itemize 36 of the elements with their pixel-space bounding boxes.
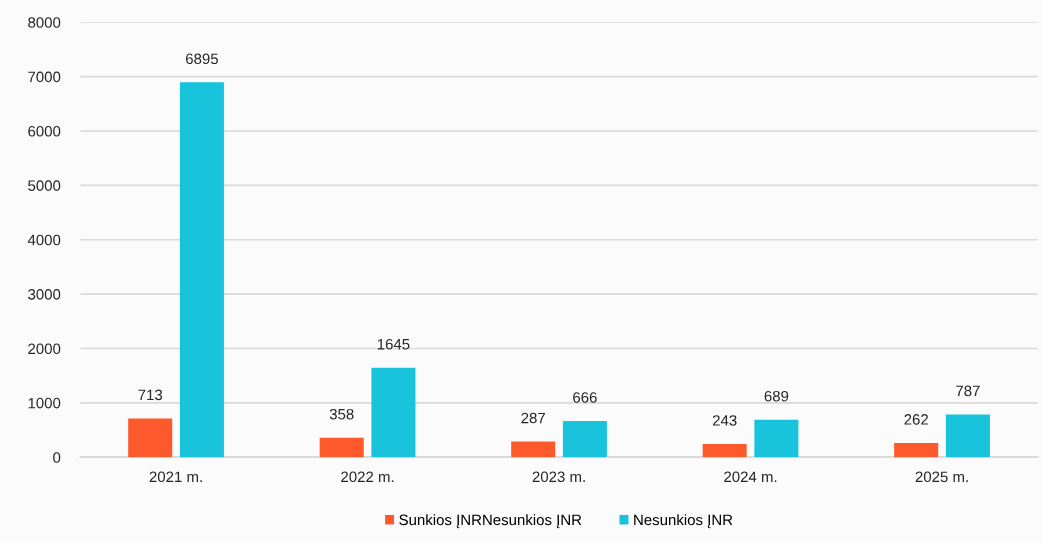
data-label: 243: [712, 415, 737, 426]
legend-label: Nesunkios ĮNR: [634, 514, 733, 529]
data-label: 713: [138, 389, 163, 401]
bar: [511, 441, 556, 458]
y-tick-label: 2000: [28, 343, 61, 355]
y-tick-label: 1000: [28, 397, 61, 409]
data-label: 262: [904, 414, 928, 425]
data-label: 666: [573, 392, 597, 403]
bar: [562, 421, 607, 458]
bar: [754, 419, 799, 458]
data-label: 287: [521, 412, 545, 424]
bar: [179, 82, 224, 458]
bar: [371, 367, 416, 458]
y-tick-label: 3000: [28, 289, 61, 300]
data-label: 1645: [377, 338, 410, 350]
x-tick-label: 2024 m.: [724, 471, 777, 483]
bar: [945, 414, 990, 458]
x-tick-label: 2021 m.: [149, 471, 202, 483]
legend-label: Sunkios ĮNRNesunkios ĮNR: [399, 514, 582, 529]
bar: [702, 443, 747, 458]
y-tick-label: 0: [53, 452, 61, 463]
data-label: 787: [956, 385, 980, 397]
y-tick-label: 7000: [28, 71, 61, 83]
x-tick-label: 2025 m.: [915, 471, 968, 483]
x-tick-label: 2023 m.: [532, 471, 585, 483]
x-tick-label: 2022 m.: [341, 471, 394, 483]
data-label: 689: [764, 390, 789, 402]
y-tick-label: 5000: [28, 180, 61, 191]
bar: [319, 437, 364, 458]
data-label: 6895: [185, 53, 218, 65]
bar: [894, 442, 939, 458]
y-tick-label: 8000: [28, 17, 61, 28]
data-label: 358: [329, 408, 354, 420]
y-tick-label: 6000: [28, 125, 61, 137]
bar: [128, 418, 173, 458]
y-tick-label: 4000: [27, 234, 61, 246]
